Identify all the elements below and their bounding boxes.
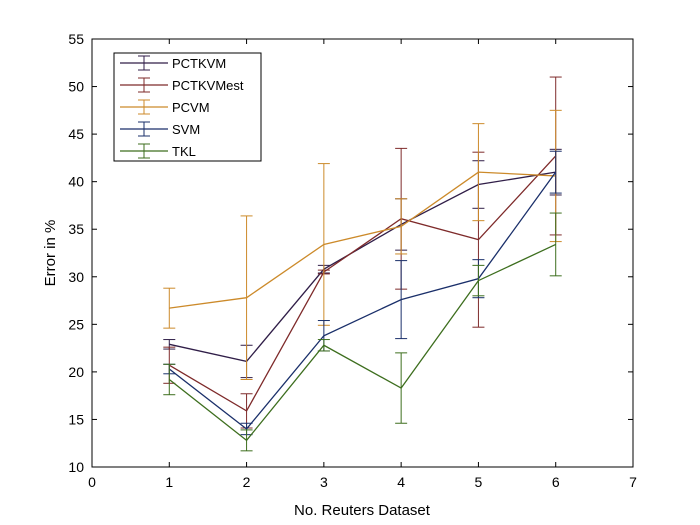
legend-entry-pctkvmest: PCTKVMest [120,77,244,93]
x-tick-label: 5 [475,474,483,490]
legend-entry-pcvm: PCVM [120,99,210,115]
series-group [163,76,562,452]
x-axis-label: No. Reuters Dataset [294,502,431,519]
y-tick-label: 50 [68,79,84,95]
legend: PCTKVM PCTKVMest PCVM SVM TKL [113,52,262,162]
legend-entry-tkl: TKL [120,143,196,159]
series-line [169,171,556,309]
x-tick-label: 1 [165,474,173,490]
x-tick-label: 2 [243,474,251,490]
x-tick-label: 4 [397,474,405,490]
y-tick-label: 25 [68,316,84,332]
x-tick-label: 3 [320,474,328,490]
y-tick-label: 15 [68,411,84,427]
y-tick-label: 10 [68,459,84,475]
y-tick-label: 40 [68,174,84,190]
legend-entry-svm: SVM [120,121,200,137]
y-tick-label: 55 [68,31,84,47]
series-tkl [163,212,562,452]
legend-label: TKL [172,144,196,159]
y-tick-label: 30 [68,269,84,285]
y-tick-label: 20 [68,364,84,380]
y-axis: 10 15 20 25 30 35 40 45 50 55 [68,31,633,475]
legend-label: SVM [172,122,200,137]
legend-label: PCTKVMest [172,78,244,93]
series-line [169,171,556,363]
series-line [168,243,556,442]
legend-entry-pctkvm: PCTKVM [120,55,226,71]
x-axis: 0 1 2 3 4 5 6 7 [88,39,637,490]
y-tick-label: 35 [68,221,84,237]
y-tick-label: 45 [68,126,84,142]
x-tick-label: 0 [88,474,96,490]
series-line [168,155,557,412]
y-axis-label: Error in % [42,220,59,287]
series-line [168,171,557,430]
x-tick-label: 6 [552,474,560,490]
x-tick-label: 7 [629,474,637,490]
legend-label: PCVM [172,100,210,115]
legend-label: PCTKVM [172,56,226,71]
